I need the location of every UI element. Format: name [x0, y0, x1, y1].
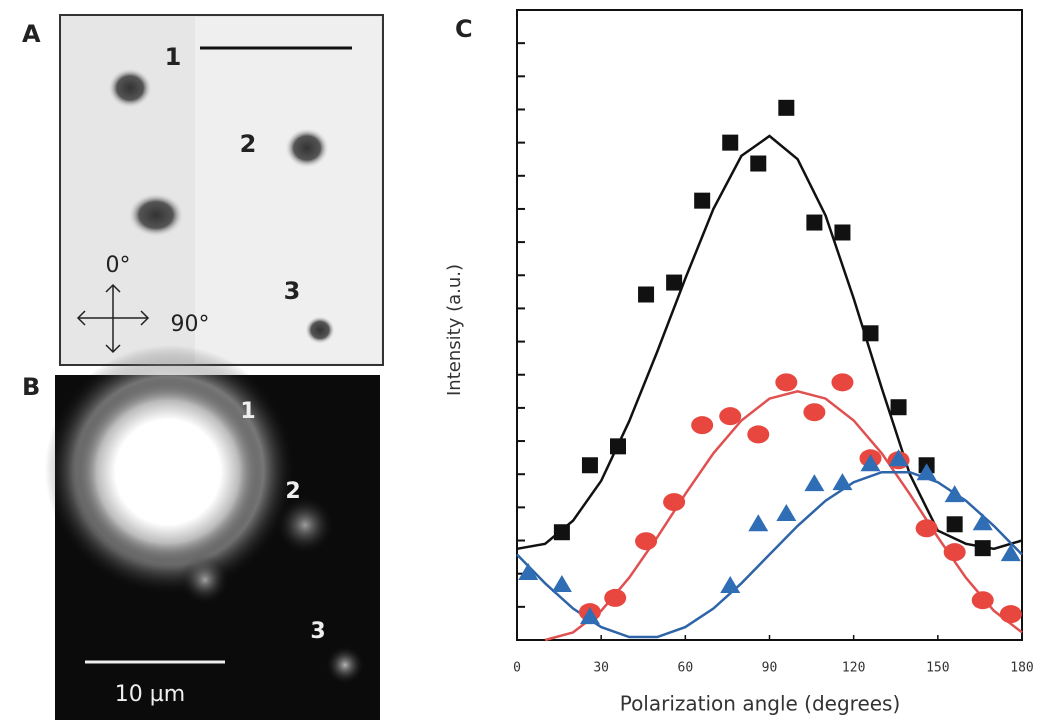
- scale-label: 10 µm: [115, 682, 185, 707]
- x-tick-label: 150: [926, 661, 949, 676]
- data-point: [971, 591, 994, 610]
- data-point: [1000, 544, 1021, 562]
- spot-label: 1: [165, 43, 182, 71]
- panel-label: C: [455, 15, 473, 43]
- data-point: [999, 605, 1022, 624]
- panel-label: A: [22, 20, 41, 48]
- data-point: [831, 373, 854, 392]
- data-point: [972, 513, 993, 531]
- panel-a-image: [59, 14, 384, 366]
- data-point: [720, 575, 741, 593]
- data-point: [775, 373, 798, 392]
- fit-line: [516, 470, 1023, 639]
- data-point: [834, 224, 851, 241]
- x-tick-label: 60: [678, 661, 694, 676]
- data-point: [553, 524, 570, 541]
- data-point: [719, 407, 742, 426]
- data-point: [694, 192, 711, 209]
- fit-line: [516, 134, 1023, 551]
- spot-label: 2: [240, 130, 257, 158]
- panel-label: B: [22, 373, 40, 401]
- data-point: [803, 403, 826, 422]
- data-point: [860, 454, 881, 472]
- data-point: [862, 325, 879, 342]
- data-point: [551, 574, 572, 592]
- x-tick-label: 120: [842, 661, 865, 676]
- data-point: [666, 274, 683, 291]
- fit-line: [544, 390, 1023, 642]
- data-point: [635, 532, 658, 551]
- spot-label: 3: [310, 619, 325, 644]
- spot-label: 2: [285, 479, 300, 504]
- data-point: [806, 214, 823, 231]
- data-point: [890, 399, 907, 416]
- data-point: [974, 540, 991, 557]
- data-point: [581, 457, 598, 474]
- data-point: [832, 473, 853, 491]
- data-point: [691, 416, 714, 435]
- data-point: [722, 134, 739, 151]
- data-point: [944, 485, 965, 503]
- data-point: [776, 504, 797, 522]
- data-point: [638, 286, 655, 303]
- data-point: [804, 474, 825, 492]
- data-point: [747, 425, 770, 444]
- data-point: [579, 607, 600, 625]
- data-point: [943, 543, 966, 562]
- data-point: [916, 463, 937, 481]
- data-point: [915, 519, 938, 538]
- direction-label: 0°: [106, 253, 131, 278]
- x-tick-label: 90: [762, 661, 778, 676]
- x-tick-label: 180: [1010, 661, 1033, 676]
- data-point: [518, 563, 539, 581]
- data-point: [778, 99, 795, 116]
- panel-b-image: [45, 345, 380, 720]
- spot-label: 1: [240, 399, 255, 424]
- direction-label: 90°: [171, 312, 210, 337]
- data-point: [888, 449, 909, 467]
- data-point: [610, 438, 626, 455]
- data-point: [750, 155, 767, 172]
- x-axis-title: Polarization angle (degrees): [620, 692, 901, 716]
- x-tick-label: 30: [593, 661, 609, 676]
- data-point: [604, 588, 627, 607]
- x-tick-label: 0: [513, 661, 521, 676]
- data-point: [663, 493, 686, 512]
- data-point: [748, 514, 769, 532]
- data-point: [946, 516, 963, 533]
- plot-frame: [516, 9, 1023, 641]
- spot-label: 3: [284, 277, 301, 305]
- y-axis-title: Intensity (a.u.): [444, 264, 465, 396]
